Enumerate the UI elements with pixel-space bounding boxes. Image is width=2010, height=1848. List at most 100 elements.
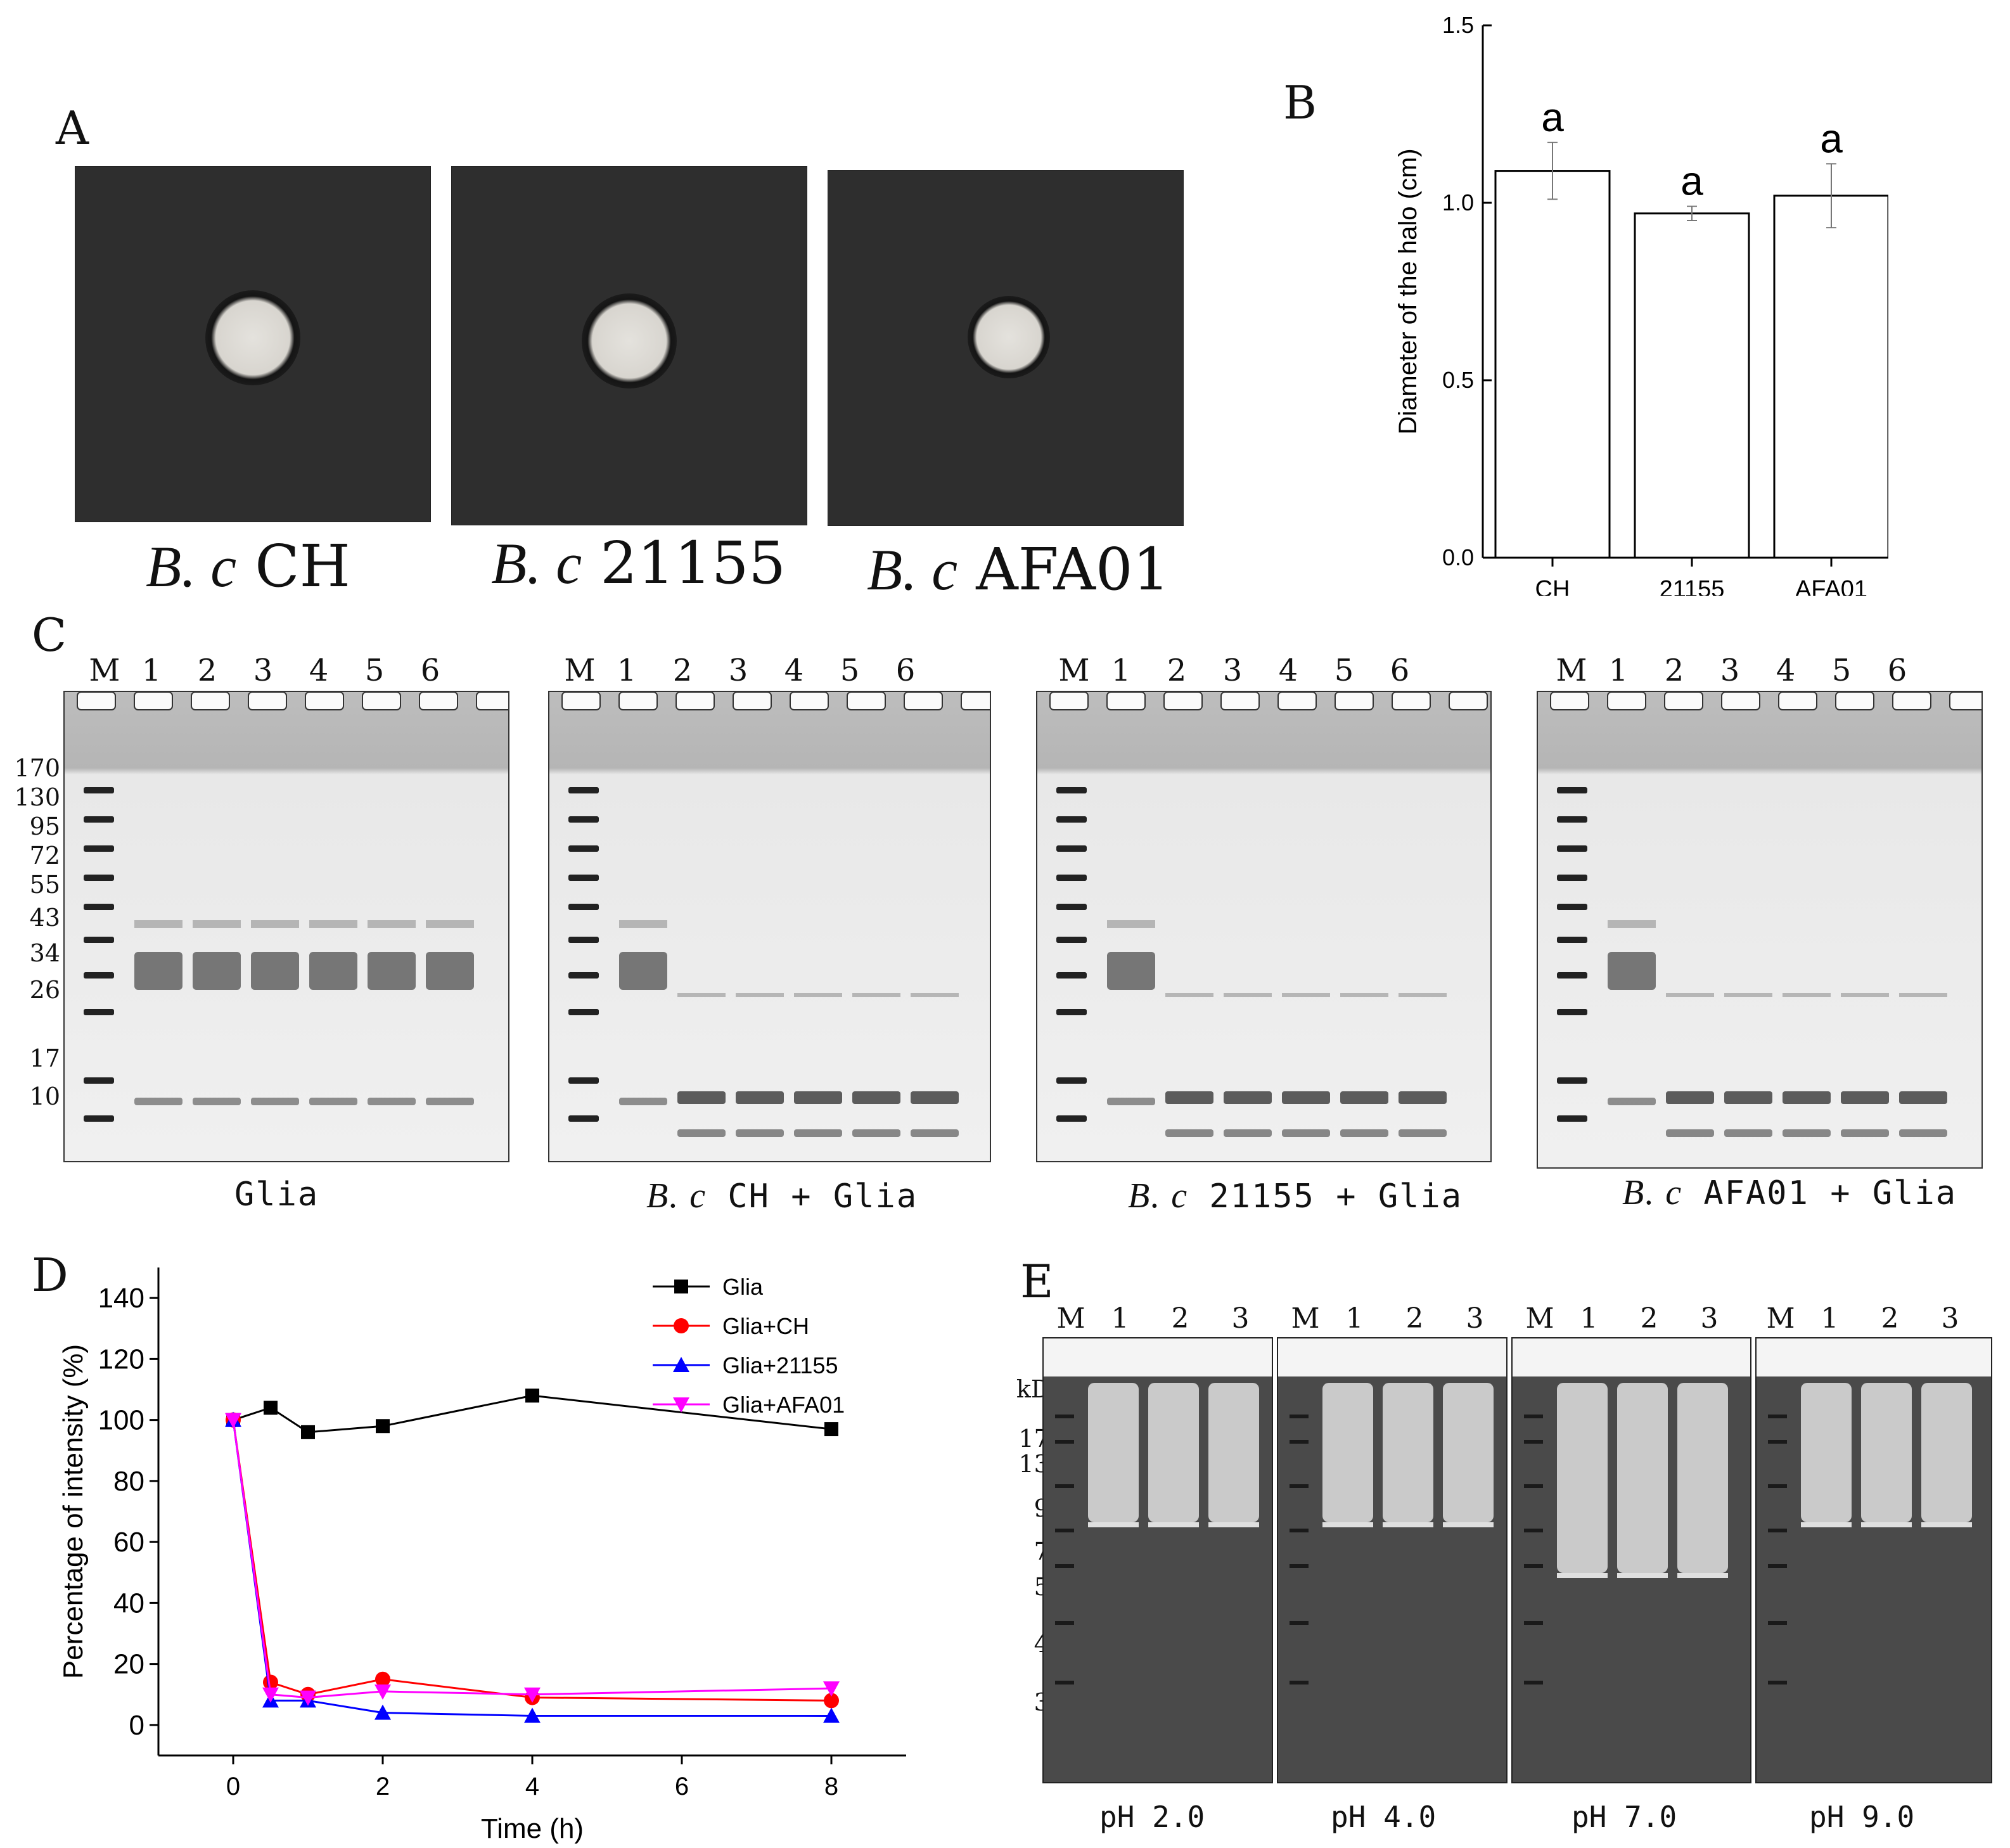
- ladder-band: [1557, 875, 1587, 881]
- protein-band: [1107, 920, 1155, 928]
- panel-d-letter: D: [32, 1248, 68, 1302]
- legend-marker: [673, 1397, 689, 1413]
- lane-label: 1: [1821, 1302, 1839, 1335]
- mw-label: 170: [14, 754, 60, 782]
- ladder-band: [84, 972, 114, 979]
- lane-label: M: [1766, 1302, 1795, 1335]
- protein-band: [426, 1098, 474, 1105]
- lane-label: 2: [1664, 653, 1684, 688]
- halo-21155: [582, 293, 677, 388]
- gel-well: [1778, 692, 1817, 710]
- plate-caption-21155-species: B. c: [491, 531, 582, 596]
- gel-well: [77, 692, 116, 710]
- data-point: [524, 1687, 541, 1703]
- gel-afa01-lane-labels: M 1 2 3 4 5 6: [1552, 653, 1925, 688]
- zymogram-ladder-band: [1768, 1621, 1787, 1625]
- x-tick-label: CH: [1535, 576, 1570, 596]
- gel-21155-glia-caption-text: 21155 + Glia: [1209, 1177, 1463, 1216]
- gel-ch-glia-caption: B. c CH + Glia: [646, 1176, 918, 1216]
- gel-glia: [63, 691, 509, 1162]
- gel-well: [248, 692, 287, 710]
- protein-band: [251, 920, 299, 928]
- data-point: [300, 1690, 316, 1706]
- clear-zone: [1148, 1383, 1199, 1522]
- data-point: [525, 1389, 539, 1403]
- lane-label: 2: [1167, 653, 1187, 688]
- x-tick-label: 6: [675, 1773, 689, 1800]
- protein-band: [619, 952, 667, 990]
- protein-band: [251, 952, 299, 990]
- clear-zone: [1383, 1383, 1433, 1522]
- protein-band: [1899, 1129, 1947, 1137]
- protein-band: [1224, 993, 1272, 997]
- clear-zone: [1322, 1383, 1373, 1522]
- zymogram-ladder-band: [1055, 1529, 1074, 1532]
- lane-label: 6: [1390, 653, 1410, 688]
- protein-band: [1666, 1129, 1714, 1137]
- ladder-band: [84, 875, 114, 881]
- halo-ch: [205, 290, 300, 385]
- protein-band: [1841, 993, 1889, 997]
- activity-band: [1801, 1522, 1852, 1527]
- zgel-ph9: [1755, 1337, 1992, 1783]
- ladder-band: [84, 1115, 114, 1122]
- ladder-band: [568, 937, 599, 943]
- protein-band: [1340, 1129, 1388, 1137]
- x-tick-label: 2: [376, 1773, 390, 1800]
- zymogram-well-strip: [1757, 1338, 1991, 1376]
- ladder-band: [84, 787, 114, 793]
- protein-band: [619, 1098, 667, 1105]
- lane-label: 3: [253, 653, 273, 688]
- protein-band: [134, 1098, 182, 1105]
- protein-band: [134, 920, 182, 928]
- protein-band: [309, 1098, 357, 1105]
- bar: [1773, 195, 1888, 559]
- legend-marker: [674, 1318, 689, 1333]
- activity-band: [1208, 1522, 1259, 1527]
- gel-well: [618, 692, 658, 710]
- lane-label: 5: [1334, 653, 1354, 688]
- lane-label: 1: [1608, 653, 1629, 688]
- plate-caption-afa01-species: B. c: [867, 537, 958, 602]
- clear-zone: [1677, 1383, 1728, 1573]
- gel-well: [1049, 692, 1089, 710]
- gel-well: [561, 692, 601, 710]
- legend-label: Glia+CH: [722, 1313, 809, 1339]
- clear-zone: [1617, 1383, 1668, 1573]
- protein-band: [1899, 1091, 1947, 1104]
- bar: [1634, 212, 1750, 559]
- data-point: [375, 1671, 390, 1687]
- y-tick-label: 20: [113, 1649, 144, 1680]
- lane-label: M: [89, 653, 120, 688]
- data-point: [225, 1413, 241, 1428]
- lane-label: 2: [1171, 1302, 1189, 1335]
- plate-caption-afa01: B. c AFA01: [867, 536, 1170, 603]
- protein-band: [1165, 1091, 1213, 1104]
- zymogram-ladder-band: [1524, 1415, 1543, 1418]
- mw-label: 34: [29, 939, 60, 967]
- lane-label: 4: [1776, 653, 1796, 688]
- gel-well: [362, 692, 401, 710]
- activity-band: [1088, 1522, 1139, 1527]
- gel-well: [1392, 692, 1431, 710]
- protein-band: [852, 1091, 900, 1104]
- ladder-band: [1557, 1077, 1587, 1084]
- protein-band: [677, 1091, 726, 1104]
- ladder-band: [1557, 787, 1587, 793]
- lane-label: M: [564, 653, 596, 688]
- gel-glia-lane-labels: M 1 2 3 4 5 6: [86, 653, 458, 688]
- protein-band: [426, 920, 474, 928]
- lane-label: 4: [309, 653, 329, 688]
- lane-label: 3: [1941, 1302, 1959, 1335]
- activity-band: [1322, 1522, 1373, 1527]
- zymogram-ladder-band: [1290, 1621, 1309, 1625]
- lane-label: 4: [1278, 653, 1298, 688]
- zgel-ph9-caption: pH 9.0: [1809, 1800, 1915, 1834]
- legend-label: Glia+AFA01: [722, 1392, 845, 1418]
- protein-band: [193, 952, 241, 990]
- zymogram-ladder-band: [1524, 1681, 1543, 1684]
- ladder-band: [1557, 937, 1587, 943]
- zymogram-ladder-band: [1055, 1621, 1074, 1625]
- ladder-band: [1056, 1115, 1087, 1122]
- lane-label: 5: [1831, 653, 1852, 688]
